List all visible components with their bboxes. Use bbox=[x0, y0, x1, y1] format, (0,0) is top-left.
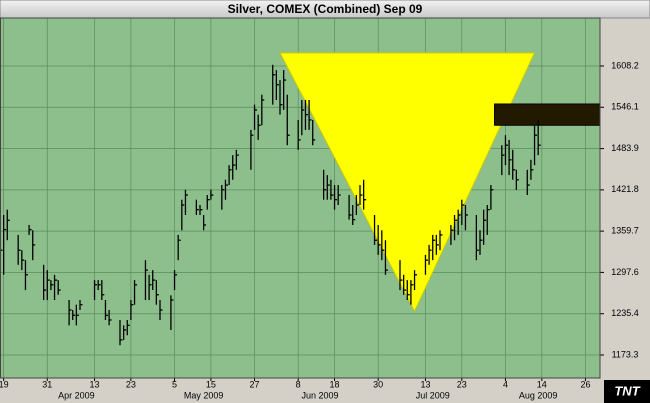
month-label: May 2009 bbox=[184, 390, 224, 400]
x-tick-label: 13 bbox=[420, 379, 430, 389]
x-tick-label: 4 bbox=[503, 379, 508, 389]
y-tick-label: 1173.3 bbox=[612, 349, 639, 359]
month-label: Apr 2009 bbox=[58, 390, 95, 400]
y-tick-label: 1359.7 bbox=[611, 226, 639, 236]
logo-box bbox=[604, 380, 650, 403]
x-tick-label: 8 bbox=[296, 379, 301, 389]
x-tick-label: 14 bbox=[537, 379, 547, 389]
layer: 1173.3 1235.4 1297.6 1359.7 1421.8 1483.9 1546… bbox=[0, 17, 639, 400]
x-tick-label: 23 bbox=[457, 379, 467, 389]
x-tick-label: 27 bbox=[250, 379, 260, 389]
x-tick-label: 23 bbox=[126, 379, 136, 389]
x-tick-label: 19 bbox=[0, 379, 9, 389]
plot-border bbox=[0, 17, 601, 379]
y-tick-label: 1297.6 bbox=[611, 267, 639, 277]
x-tick-label: 15 bbox=[206, 379, 216, 389]
price-box bbox=[494, 103, 601, 126]
month-label: Jun 2009 bbox=[301, 390, 338, 400]
y-tick-label: 1608.2 bbox=[611, 60, 639, 70]
y-tick-label: 1546.1 bbox=[611, 102, 639, 112]
y-tick-label: 1483.9 bbox=[611, 143, 639, 153]
y-tick-label: 1421.8 bbox=[611, 184, 639, 194]
y-tick-label: 1235.4 bbox=[611, 308, 639, 318]
x-tick-label: 5 bbox=[172, 379, 177, 389]
triangle-pattern bbox=[279, 52, 536, 313]
x-tick-label: 30 bbox=[373, 379, 383, 389]
month-label: Jul 2009 bbox=[416, 390, 450, 400]
x-tick-label: 26 bbox=[580, 379, 590, 389]
chart-title: Silver, COMEX (Combined) Sep 09 bbox=[228, 2, 423, 16]
x-tick-label: 31 bbox=[42, 379, 52, 389]
month-label: Aug 2009 bbox=[519, 390, 558, 400]
x-tick-label: 13 bbox=[90, 379, 100, 389]
x-tick-label: 18 bbox=[330, 379, 340, 389]
logo: TNT bbox=[614, 383, 640, 398]
